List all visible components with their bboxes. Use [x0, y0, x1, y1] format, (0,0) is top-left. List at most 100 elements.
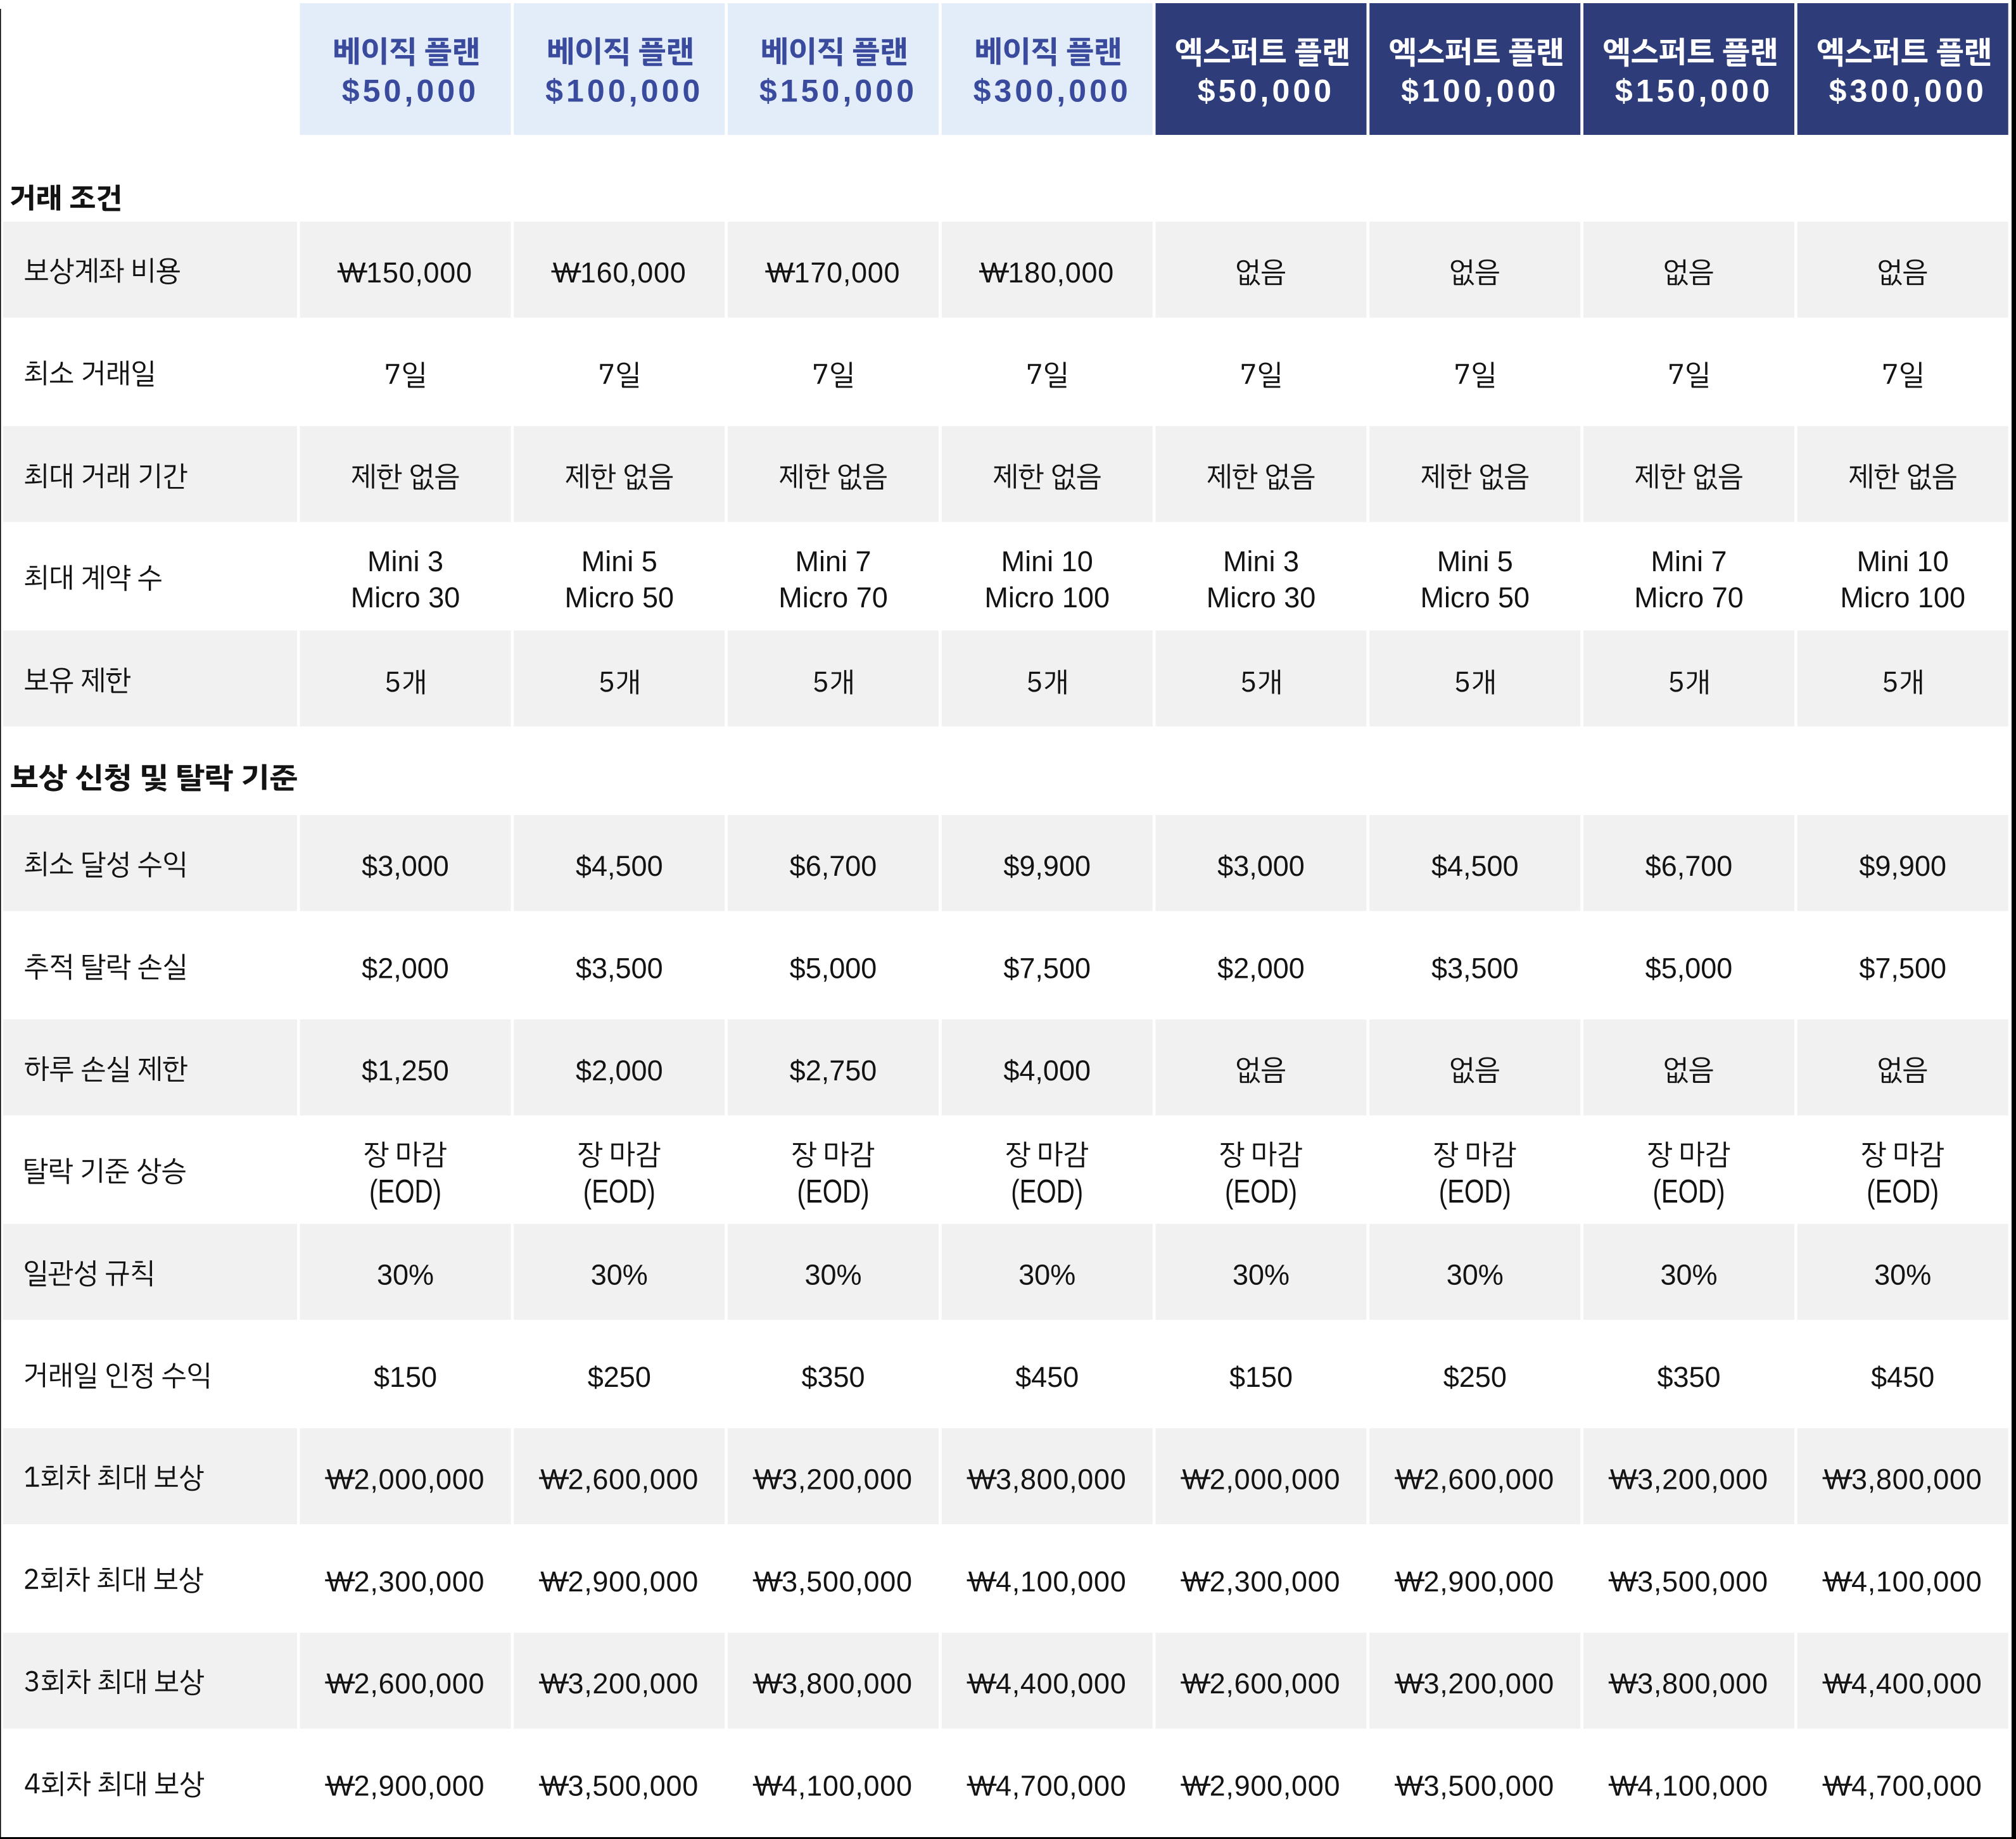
svg-text:W4,700,000: W4,700,000 — [1824, 1770, 1982, 1802]
svg-text:Mini 5: Mini 5 — [1437, 545, 1513, 578]
svg-text:$450: $450 — [1015, 1361, 1079, 1393]
svg-text:$1,250: $1,250 — [362, 1054, 449, 1087]
svg-text:$7,500: $7,500 — [1859, 952, 1946, 984]
svg-text:(EOD): (EOD) — [1439, 1173, 1511, 1210]
svg-text:Micro 30: Micro 30 — [1207, 581, 1316, 614]
svg-text:$7,500: $7,500 — [1003, 952, 1091, 984]
svg-text:W2,600,000: W2,600,000 — [1396, 1463, 1554, 1495]
svg-text:(EOD): (EOD) — [583, 1173, 656, 1210]
svg-text:$9,900: $9,900 — [1859, 850, 1946, 882]
svg-text:W2,900,000: W2,900,000 — [1396, 1565, 1554, 1598]
svg-text:W180,000: W180,000 — [980, 256, 1114, 289]
svg-text:W3,800,000: W3,800,000 — [1610, 1667, 1768, 1700]
svg-text:(EOD): (EOD) — [369, 1173, 441, 1210]
svg-text:W4,700,000: W4,700,000 — [968, 1770, 1127, 1802]
svg-text:30%: 30% — [377, 1259, 434, 1291]
svg-text:(EOD): (EOD) — [1225, 1173, 1297, 1210]
svg-text:$350: $350 — [1657, 1361, 1720, 1393]
svg-text:30%: 30% — [804, 1259, 861, 1291]
svg-text:W2,600,000: W2,600,000 — [1182, 1667, 1341, 1700]
svg-text:$4,000: $4,000 — [1003, 1054, 1091, 1087]
svg-text:$4,500: $4,500 — [1431, 850, 1519, 882]
svg-text:$2,000: $2,000 — [576, 1054, 663, 1087]
svg-text:$150: $150 — [1229, 1361, 1293, 1393]
svg-text:$9,900: $9,900 — [1003, 850, 1091, 882]
svg-text:W4,400,000: W4,400,000 — [968, 1667, 1127, 1700]
svg-text:Mini 5: Mini 5 — [581, 545, 657, 578]
svg-text:Micro 30: Micro 30 — [351, 581, 460, 614]
svg-text:W3,800,000: W3,800,000 — [1824, 1463, 1982, 1495]
svg-text:30%: 30% — [1233, 1259, 1290, 1291]
svg-text:30%: 30% — [1874, 1259, 1931, 1291]
svg-text:Mini 7: Mini 7 — [1651, 545, 1727, 578]
svg-text:W2,900,000: W2,900,000 — [327, 1770, 485, 1802]
svg-text:Micro 50: Micro 50 — [1421, 581, 1530, 614]
svg-text:$150,000: $150,000 — [1615, 73, 1773, 108]
svg-text:$3,500: $3,500 — [1431, 952, 1519, 984]
svg-text:$300,000: $300,000 — [1829, 73, 1987, 108]
svg-text:W3,500,000: W3,500,000 — [1610, 1565, 1768, 1598]
svg-text:$3,500: $3,500 — [576, 952, 663, 984]
svg-text:Mini 10: Mini 10 — [1001, 545, 1093, 578]
svg-text:30%: 30% — [591, 1259, 648, 1291]
svg-text:W2,000,000: W2,000,000 — [327, 1463, 485, 1495]
svg-text:$50,000: $50,000 — [342, 73, 479, 108]
svg-text:$6,700: $6,700 — [1645, 850, 1733, 882]
svg-text:$300,000: $300,000 — [973, 73, 1131, 108]
svg-text:W2,000,000: W2,000,000 — [1182, 1463, 1341, 1495]
svg-text:$6,700: $6,700 — [790, 850, 877, 882]
svg-text:Mini 3: Mini 3 — [367, 545, 443, 578]
svg-text:$450: $450 — [1871, 1361, 1934, 1393]
svg-text:W4,100,000: W4,100,000 — [754, 1770, 913, 1802]
svg-text:(EOD): (EOD) — [797, 1173, 870, 1210]
svg-text:30%: 30% — [1447, 1259, 1504, 1291]
svg-text:$5,000: $5,000 — [790, 952, 877, 984]
svg-text:$3,000: $3,000 — [362, 850, 449, 882]
svg-text:W3,200,000: W3,200,000 — [754, 1463, 913, 1495]
svg-text:$150: $150 — [374, 1361, 437, 1393]
svg-text:W3,500,000: W3,500,000 — [1396, 1770, 1554, 1802]
svg-text:Micro 100: Micro 100 — [984, 581, 1110, 614]
svg-text:$350: $350 — [801, 1361, 865, 1393]
svg-text:Mini 7: Mini 7 — [795, 545, 871, 578]
svg-text:W3,500,000: W3,500,000 — [540, 1770, 699, 1802]
svg-text:W3,500,000: W3,500,000 — [754, 1565, 913, 1598]
svg-text:W3,800,000: W3,800,000 — [968, 1463, 1127, 1495]
svg-text:W3,200,000: W3,200,000 — [1610, 1463, 1768, 1495]
svg-text:W150,000: W150,000 — [339, 256, 472, 289]
svg-text:W3,200,000: W3,200,000 — [540, 1667, 699, 1700]
svg-text:(EOD): (EOD) — [1653, 1173, 1725, 1210]
svg-text:W3,200,000: W3,200,000 — [1396, 1667, 1554, 1700]
svg-text:$2,000: $2,000 — [1217, 952, 1305, 984]
svg-text:W4,100,000: W4,100,000 — [968, 1565, 1127, 1598]
svg-text:Micro 50: Micro 50 — [565, 581, 675, 614]
svg-text:$5,000: $5,000 — [1645, 952, 1733, 984]
svg-text:W2,900,000: W2,900,000 — [1182, 1770, 1341, 1802]
svg-text:$2,750: $2,750 — [790, 1054, 877, 1087]
svg-text:W2,600,000: W2,600,000 — [327, 1667, 485, 1700]
svg-text:$150,000: $150,000 — [759, 73, 917, 108]
svg-text:$4,500: $4,500 — [576, 850, 663, 882]
svg-text:Mini 10: Mini 10 — [1857, 545, 1949, 578]
svg-text:$50,000: $50,000 — [1198, 73, 1334, 108]
svg-text:Micro 100: Micro 100 — [1840, 581, 1965, 614]
svg-text:W2,300,000: W2,300,000 — [1182, 1565, 1341, 1598]
svg-text:$100,000: $100,000 — [1401, 73, 1559, 108]
svg-text:Mini 3: Mini 3 — [1223, 545, 1299, 578]
svg-text:W4,100,000: W4,100,000 — [1610, 1770, 1768, 1802]
svg-text:W160,000: W160,000 — [553, 256, 687, 289]
svg-text:(EOD): (EOD) — [1011, 1173, 1083, 1210]
svg-text:W170,000: W170,000 — [767, 256, 901, 289]
svg-text:W2,900,000: W2,900,000 — [540, 1565, 699, 1598]
svg-text:$250: $250 — [588, 1361, 651, 1393]
svg-text:W2,300,000: W2,300,000 — [327, 1565, 485, 1598]
svg-text:W2,600,000: W2,600,000 — [540, 1463, 699, 1495]
svg-text:W4,100,000: W4,100,000 — [1824, 1565, 1982, 1598]
svg-text:Micro 70: Micro 70 — [778, 581, 888, 614]
svg-text:$3,000: $3,000 — [1217, 850, 1305, 882]
svg-text:$2,000: $2,000 — [362, 952, 449, 984]
svg-text:$250: $250 — [1443, 1361, 1507, 1393]
svg-text:$100,000: $100,000 — [545, 73, 703, 108]
svg-text:30%: 30% — [1018, 1259, 1075, 1291]
svg-text:(EOD): (EOD) — [1867, 1173, 1939, 1210]
